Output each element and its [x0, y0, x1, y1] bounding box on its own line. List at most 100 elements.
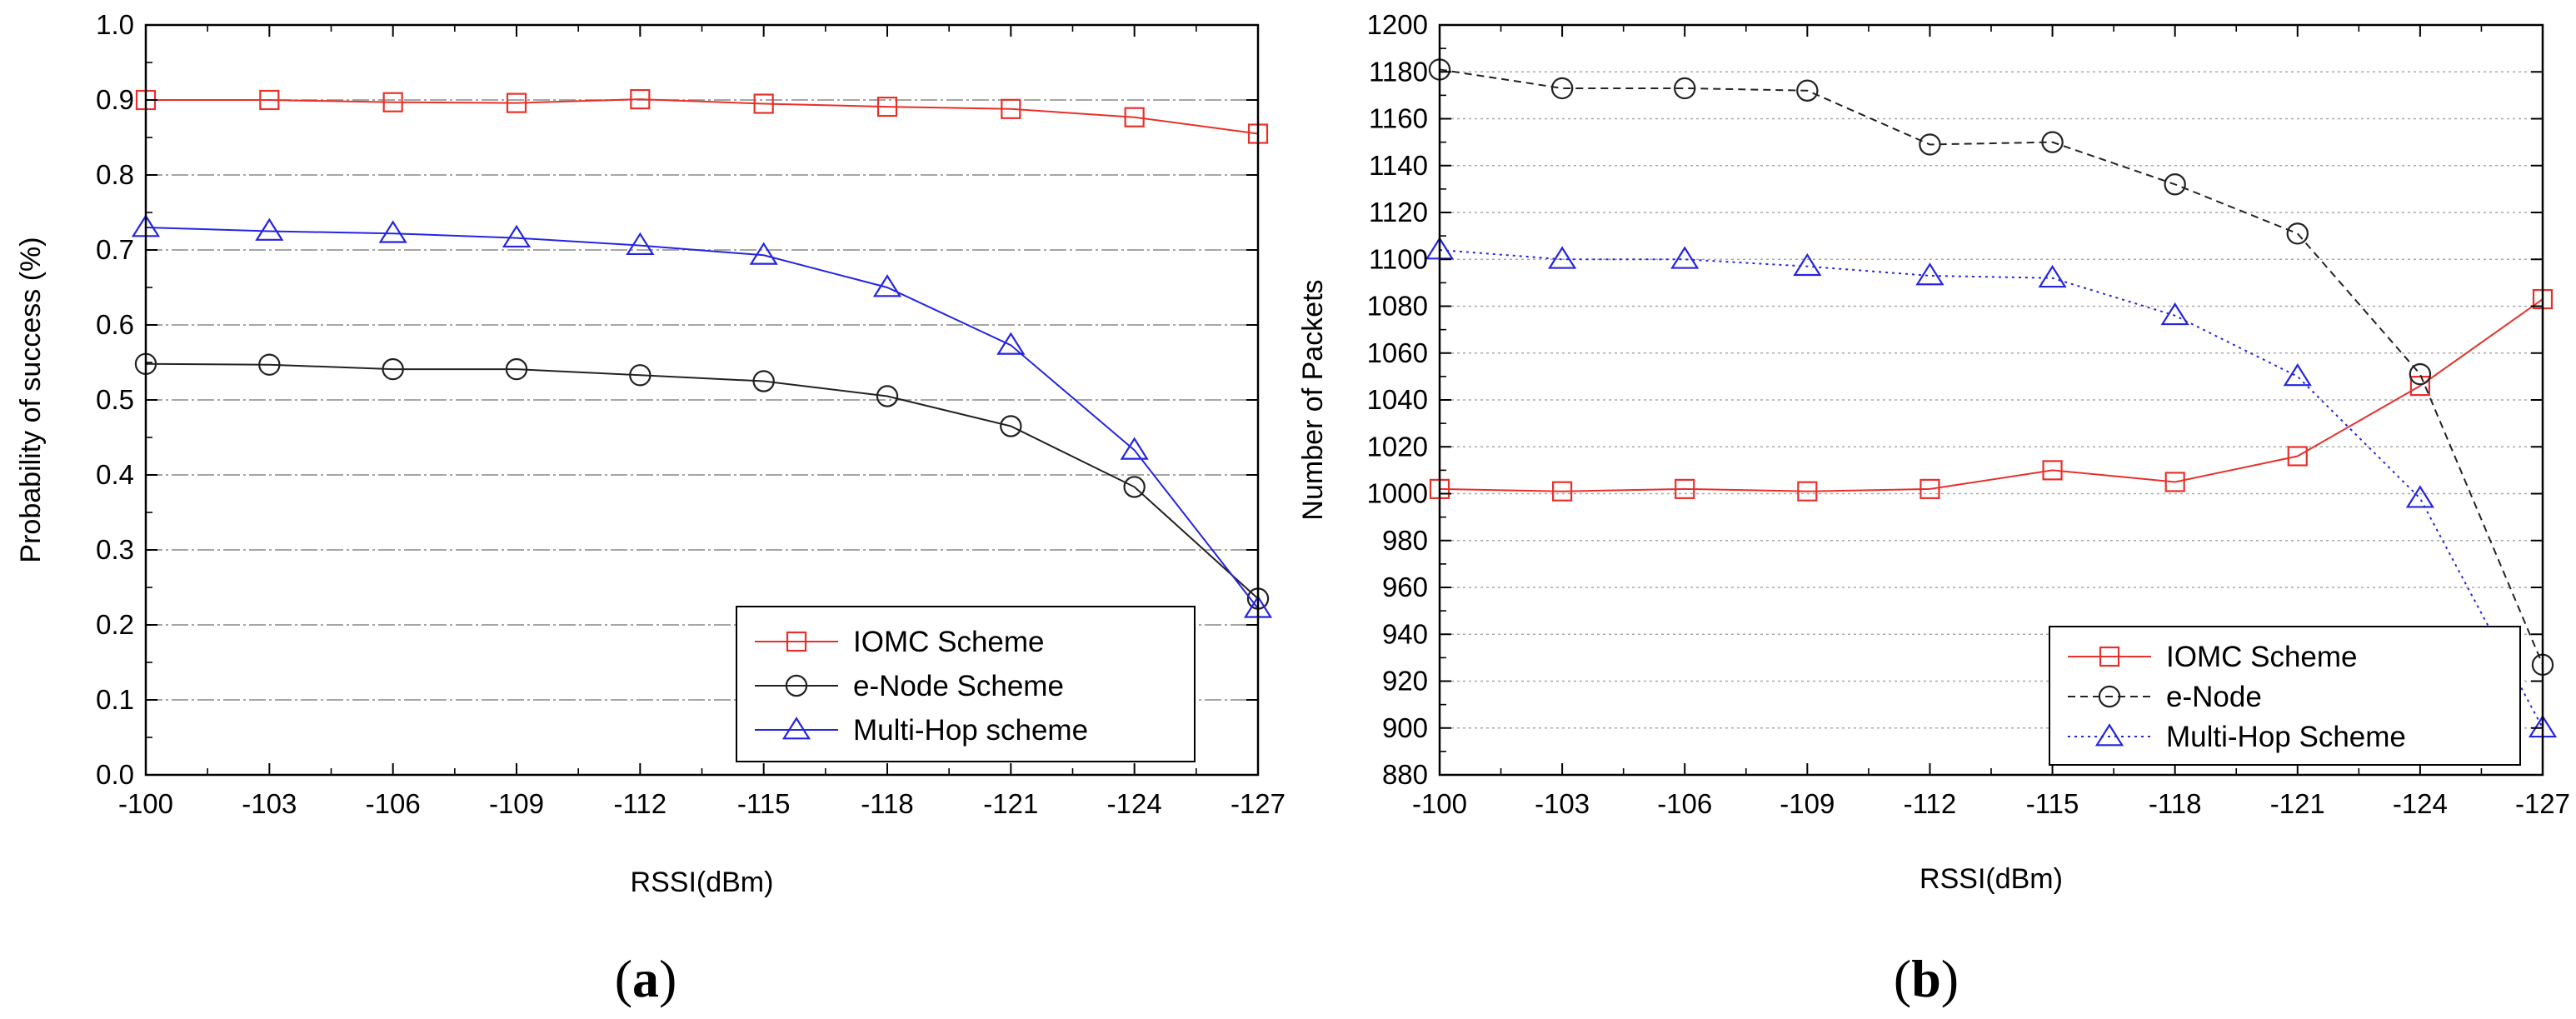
y-tick-label: 0.1 — [96, 684, 134, 715]
subfigure-letter: b — [1911, 949, 1941, 1008]
legend-marker-circle — [785, 674, 808, 697]
legend-label: Multi-Hop Scheme — [2166, 721, 2406, 753]
data-point-triangle — [378, 220, 407, 243]
data-point-triangle — [1915, 262, 1944, 286]
data-point-square — [382, 92, 403, 112]
x-tick-label: -100 — [118, 788, 173, 819]
y-tick-label: 1080 — [1367, 291, 1428, 322]
x-axis-label: RSSI(dBm) — [631, 867, 774, 898]
x-axis-label: RSSI(dBm) — [1920, 863, 2063, 895]
y-tick-label: 0.8 — [96, 159, 134, 190]
y-tick-label: 1040 — [1367, 384, 1428, 415]
x-tick-label: -103 — [242, 788, 297, 819]
data-point-circle — [382, 357, 404, 381]
subfigure-paren-open: ( — [615, 949, 632, 1008]
x-tick-label: -121 — [2270, 788, 2325, 819]
y-tick-label: 1140 — [1369, 150, 1428, 181]
subfigure-label: (a) — [615, 949, 677, 1008]
data-point-circle — [258, 353, 281, 376]
legend-label: e-Node Scheme — [853, 670, 1064, 702]
data-point-triangle — [749, 242, 778, 265]
data-point-circle — [2164, 173, 2186, 196]
legend: IOMC Scheme e-Node Scheme Multi-Hop scheme — [736, 606, 1196, 762]
legend-label: IOMC Scheme — [853, 626, 1045, 658]
legend-marker-triangle — [2094, 723, 2124, 747]
y-tick-label: 1120 — [1369, 197, 1428, 227]
y-tick-label: 960 — [1382, 572, 1428, 602]
y-tick-label: 0.7 — [96, 234, 134, 265]
data-point-triangle — [626, 232, 655, 256]
y-tick-label: 0.0 — [96, 759, 134, 790]
y-tick-label: 1000 — [1367, 478, 1428, 509]
y-tick-label: 1180 — [1369, 56, 1428, 87]
y-tick-label: 0.5 — [96, 384, 134, 415]
data-point-triangle — [255, 217, 284, 241]
data-point-circle — [1000, 415, 1022, 437]
series-line-circle — [145, 362, 1259, 600]
data-point-circle — [1796, 79, 1819, 102]
y-axis-label: Number of Packets — [1297, 279, 1329, 520]
data-point-triangle — [2038, 264, 2067, 288]
subfigure-paren-close: ) — [1941, 949, 1959, 1008]
subfigure-paren-close: ) — [659, 949, 676, 1008]
data-point-square — [2287, 446, 2308, 467]
x-tick-label: -118 — [861, 788, 914, 819]
x-tick-label: -115 — [737, 788, 791, 819]
chart-a: 0.0 0.1 0.2 0.3 0.4 0.5 0.6 0.7 0.8 0.9 1.0 -100 -10… — [15, 9, 1286, 1008]
y-tick-label: 1020 — [1367, 431, 1428, 462]
data-point-square — [1001, 98, 1021, 119]
x-tick-label: -124 — [2393, 788, 2448, 819]
y-tick-label: 0.6 — [96, 309, 134, 340]
data-point-triangle — [1547, 246, 1577, 269]
y-tick-label: 900 — [1382, 712, 1428, 743]
x-tick-label: -106 — [1657, 788, 1712, 819]
data-point-square — [259, 89, 280, 111]
y-tick-label: 1160 — [1369, 103, 1428, 134]
data-point-triangle — [2405, 485, 2435, 508]
data-point-circle — [1674, 77, 1696, 100]
x-tick-label: -118 — [2149, 788, 2202, 819]
y-tick-label: 880 — [1382, 759, 1428, 790]
legend-marker-circle — [2098, 685, 2121, 708]
x-tick-label: -121 — [983, 788, 1038, 819]
data-point-triangle — [872, 274, 902, 297]
legend-marker-square — [2099, 646, 2120, 667]
data-point-triangle — [1670, 246, 1700, 269]
data-point-triangle — [996, 332, 1026, 355]
data-point-circle — [2041, 131, 2064, 153]
data-point-circle — [629, 364, 651, 387]
x-tick-label: -115 — [2026, 788, 2079, 819]
x-tick-label: -124 — [1107, 788, 1162, 819]
y-tick-label: 1060 — [1367, 337, 1428, 368]
legend-label: Multi-Hop scheme — [853, 714, 1088, 747]
y-tick-label: 0.9 — [96, 84, 134, 115]
data-point-square — [753, 93, 774, 114]
y-tick-label: 0.2 — [96, 609, 134, 640]
data-point-square — [1920, 478, 1940, 499]
data-point-circle — [876, 385, 899, 407]
data-point-square — [2042, 460, 2063, 481]
series-line-square — [146, 98, 1259, 135]
x-tick-label: -112 — [614, 788, 667, 819]
x-tick-label: -127 — [1231, 788, 1286, 819]
data-point-square — [1124, 107, 1145, 127]
y-tick-label: 0.3 — [96, 534, 134, 565]
x-tick-label: -127 — [2515, 788, 2570, 819]
y-tick-label: 0.4 — [96, 459, 134, 490]
chart-b: 880 900 920 940 960 980 1000 1020 1040 1060 1080 11… — [1297, 9, 2570, 1008]
data-point-triangle — [2283, 363, 2312, 387]
legend: IOMC Scheme e-Node Multi-Hop Scheme — [2049, 626, 2521, 766]
data-point-square — [506, 92, 527, 113]
y-tick-label: 1100 — [1369, 243, 1428, 274]
series-line-triangle — [145, 227, 1259, 609]
y-tick-label: 980 — [1382, 525, 1428, 556]
data-point-circle — [505, 357, 528, 381]
y-tick-label: 1.0 — [96, 9, 134, 40]
data-point-square — [2409, 376, 2430, 397]
x-tick-label: -109 — [1780, 788, 1835, 819]
subfigure-letter: a — [632, 949, 659, 1008]
data-point-triangle — [1120, 437, 1149, 460]
data-point-circle — [1550, 77, 1574, 100]
legend-marker-triangle — [781, 717, 811, 740]
